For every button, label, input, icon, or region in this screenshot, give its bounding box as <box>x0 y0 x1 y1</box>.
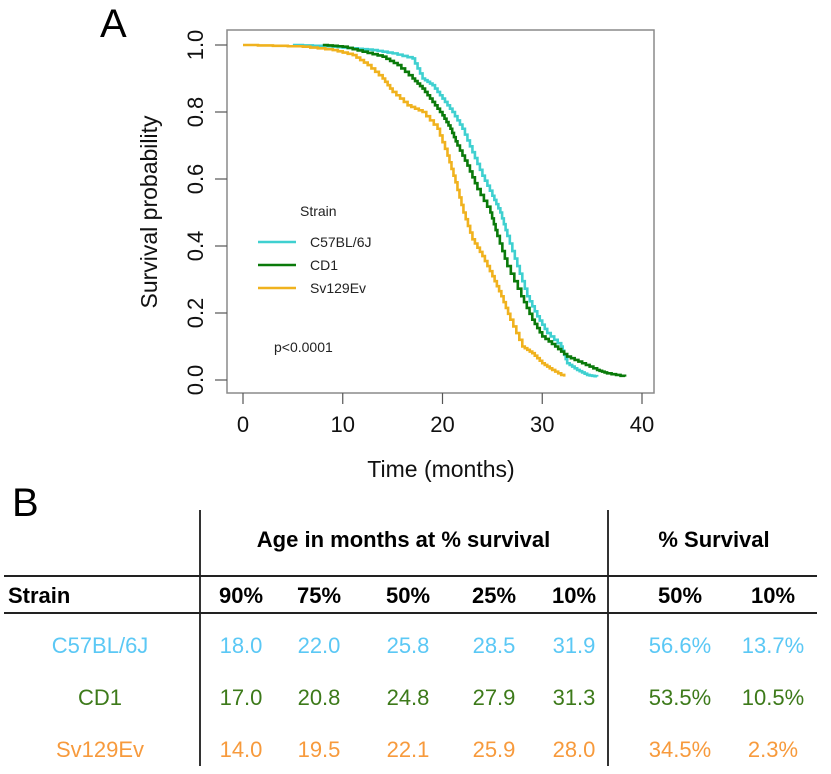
legend-label: CD1 <box>310 257 338 273</box>
table-cell-survival: 34.5% <box>648 737 712 762</box>
table-cell-survival: 2.3% <box>747 737 799 762</box>
age-col-25: 25% <box>471 583 517 608</box>
table-cell-age: 25.8 <box>386 633 430 658</box>
table-cell-age: 25.9 <box>472 737 516 762</box>
table-cell-age: 14.0 <box>219 737 263 762</box>
legend-label: C57BL/6J <box>310 234 371 250</box>
y-axis: 0.0 0.2 0.4 0.6 0.8 1.0 <box>183 30 227 396</box>
survival-curve-c57bl-6j <box>292 43 599 378</box>
table-row-strain: CD1 <box>77 685 122 710</box>
x-tick-label: 10 <box>331 412 355 437</box>
table-row-strain: Sv129Ev <box>55 737 145 762</box>
age-col-75: 75% <box>296 583 342 608</box>
table-divider-right <box>607 510 609 766</box>
table-cell-survival: 56.6% <box>648 633 712 658</box>
group-header-survival: % Survival <box>658 527 770 552</box>
x-tick-label: 0 <box>237 412 249 437</box>
p-value-annotation: p<0.0001 <box>274 339 333 355</box>
age-col-10: 10% <box>551 583 597 608</box>
table-cell-age: 22.0 <box>297 633 341 658</box>
table-cell-age: 20.8 <box>297 685 341 710</box>
table-cell-age: 28.5 <box>472 633 516 658</box>
survival-curve-cd1 <box>322 43 627 378</box>
table-cell-age: 19.5 <box>297 737 341 762</box>
table-cell-survival: 13.7% <box>741 633 805 658</box>
y-tick-label: 0.2 <box>183 298 208 329</box>
y-tick-label: 0.0 <box>183 365 208 396</box>
x-axis-title: Time (months) <box>367 456 514 482</box>
plot-frame <box>226 29 655 394</box>
table-row-strain: C57BL/6J <box>51 633 149 658</box>
table-cell-survival: 53.5% <box>648 685 712 710</box>
table-cell-age: 28.0 <box>552 737 596 762</box>
legend: Strain C57BL/6J CD1 Sv129Ev <box>258 203 371 296</box>
age-col-90: 90% <box>218 583 264 608</box>
age-col-50: 50% <box>385 583 431 608</box>
x-tick-label: 40 <box>630 412 654 437</box>
legend-label: Sv129Ev <box>310 280 366 296</box>
table-cell-age: 24.8 <box>386 685 430 710</box>
group-header-age: Age in months at % survival <box>256 527 551 552</box>
table-cell-age: 31.3 <box>552 685 596 710</box>
strain-column-header: Strain <box>8 583 71 608</box>
y-tick-label: 0.8 <box>183 97 208 128</box>
table-header-bottom-rule <box>4 612 817 614</box>
table-divider-left <box>199 510 201 766</box>
legend-title: Strain <box>300 203 337 219</box>
y-tick-label: 1.0 <box>183 30 208 61</box>
survival-curves <box>243 43 627 378</box>
y-tick-label: 0.6 <box>183 164 208 195</box>
table-cell-age: 18.0 <box>219 633 263 658</box>
survival-col-50: 50% <box>657 583 703 608</box>
table-cell-age: 31.9 <box>552 633 596 658</box>
survival-curve-sv129ev <box>243 43 566 377</box>
survival-chart: 0.0 0.2 0.4 0.6 0.8 1.0 0 10 20 30 40 Time (month… <box>136 29 655 482</box>
table-cell-survival: 10.5% <box>741 685 805 710</box>
survival-col-10: 10% <box>750 583 796 608</box>
x-tick-label: 30 <box>530 412 554 437</box>
panel-a-label: A <box>100 2 127 46</box>
panel-b-label: B <box>12 481 39 525</box>
table-header-top-rule <box>4 575 817 577</box>
table-cell-age: 22.1 <box>386 737 430 762</box>
x-tick-label: 20 <box>430 412 454 437</box>
y-axis-title: Survival probability <box>136 115 162 309</box>
x-axis: 0 10 20 30 40 <box>237 393 654 437</box>
table-cell-age: 27.9 <box>472 685 516 710</box>
table-cell-age: 17.0 <box>219 685 263 710</box>
y-tick-label: 0.4 <box>183 231 208 262</box>
